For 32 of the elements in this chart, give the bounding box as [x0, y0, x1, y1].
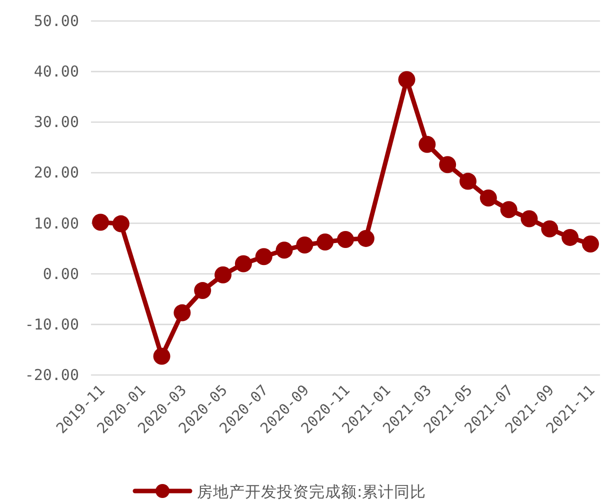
point: [582, 236, 599, 253]
point: [255, 248, 272, 266]
point: [194, 282, 212, 300]
point: [357, 230, 374, 247]
point: [92, 214, 110, 231]
y-tick-label: -20.00: [24, 366, 79, 384]
point: [520, 210, 538, 228]
point: [337, 230, 354, 248]
point: [418, 136, 436, 153]
y-tick-label: 0.00: [42, 264, 79, 283]
y-tick-label: 30.00: [34, 113, 79, 132]
point: [459, 172, 476, 190]
point: [174, 304, 191, 322]
point: [234, 255, 252, 272]
point: [316, 233, 334, 250]
y-tick-label: 20.00: [34, 164, 79, 182]
y-tick-label: 40.00: [34, 62, 79, 81]
point: [480, 190, 497, 206]
point: [398, 71, 416, 88]
y-tick-label: 50.00: [34, 12, 79, 30]
legend-label: 房地产开发投资完成额:累计同比: [197, 483, 426, 501]
point: [541, 220, 558, 238]
point: [296, 236, 314, 254]
point: [439, 156, 456, 174]
point: [276, 242, 293, 259]
point: [214, 266, 232, 284]
point: [153, 348, 170, 365]
y-tick-label: -10.00: [24, 315, 79, 334]
point: [500, 201, 518, 218]
point: [112, 215, 130, 232]
y-tick-label: 10.00: [34, 214, 79, 232]
point: [562, 228, 579, 246]
